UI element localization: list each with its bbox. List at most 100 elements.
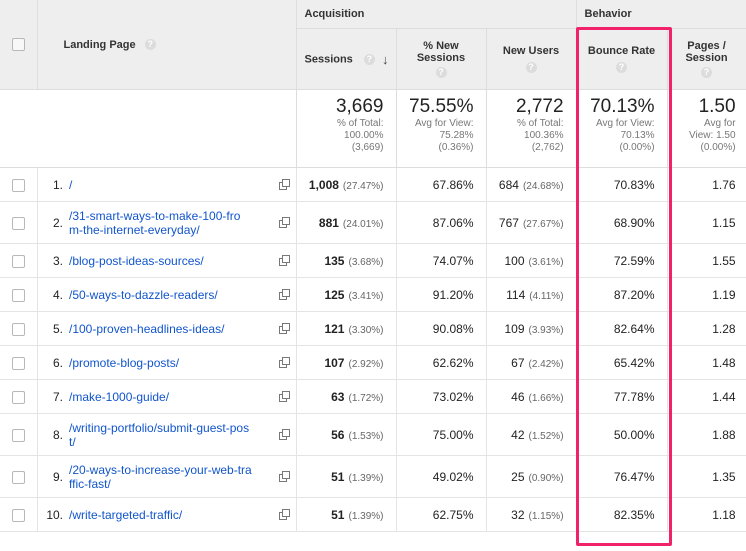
new-users-percent: (0.90%) [528,472,564,484]
open-in-new-window-icon[interactable] [278,428,290,440]
new-users-value: 114 [506,287,526,302]
row-checkbox[interactable] [11,428,25,442]
open-in-new-window-icon[interactable] [278,470,290,482]
new-users-cell: 109 (3.93%) [486,311,577,346]
landing-page-cell: / [69,167,297,202]
sessions-percent: (1.39%) [348,510,384,522]
help-icon[interactable]: ? [616,62,628,74]
pages-session-cell: 1.18 [667,497,746,532]
open-in-new-window-icon[interactable] [278,254,290,266]
landing-page-link[interactable]: /31-smart-ways-to-make-100-fro m-the-inte… [69,209,292,237]
sessions-cell: 125 (3.41%) [296,277,397,312]
row-checkbox[interactable] [11,254,25,268]
new-users-header[interactable]: New Users ? [486,28,577,90]
pct-new-sessions-cell: 75.00% [396,413,487,456]
row-checkbox[interactable] [11,322,25,336]
new-users-percent: (24.68%) [522,180,564,192]
sessions-value: 1,008 [308,177,339,192]
open-in-new-window-icon[interactable] [278,216,290,228]
bounce-rate-header[interactable]: Bounce Rate ? [576,28,668,90]
bounce-rate-cell: 70.83% [576,167,668,202]
sessions-percent: (3.68%) [348,256,384,268]
sessions-cell: 1,008 (27.47%) [296,167,397,202]
landing-page-link[interactable]: /blog-post-ideas-sources/ [69,254,292,268]
pages-session-header-line2: Session [685,51,728,64]
new-users-cell: 767 (27.67%) [486,201,577,244]
sessions-value: 135 [324,253,345,268]
bounce-rate-cell: 82.35% [576,497,668,532]
new-users-value: 67 [511,355,525,370]
landing-page-link[interactable]: /50-ways-to-dazzle-readers/ [69,288,292,302]
help-icon[interactable]: ? [525,62,537,74]
sort-descending-icon[interactable]: ↓ [381,51,389,67]
sessions-cell: 121 (3.30%) [296,311,397,346]
help-icon[interactable]: ? [435,67,447,79]
sessions-percent: (3.30%) [348,324,384,336]
landing-page-cell: /20-ways-to-increase-your-web-tra ffic-fa… [69,455,297,498]
landing-page-link-line: /writing-portfolio/submit-guest-pos [69,420,250,435]
sessions-value: 125 [324,287,345,302]
landing-page-link[interactable]: /20-ways-to-increase-your-web-tra ffic-fa… [69,463,292,491]
new-users-value: 100 [504,253,525,268]
landing-page-cell: /make-1000-guide/ [69,379,297,414]
landing-page-link-line: m-the-internet-everyday/ [69,222,200,237]
pages-session-cell: 1.19 [667,277,746,312]
row-checkbox-cell [0,311,38,346]
pct-new-sessions-header-line2: Sessions [416,51,466,64]
row-checkbox[interactable] [11,508,25,522]
open-in-new-window-icon[interactable] [278,390,290,402]
landing-page-link[interactable]: /write-targeted-traffic/ [69,508,292,522]
row-checkbox[interactable] [11,470,25,484]
pct-new-sessions-header[interactable]: % New Sessions ? [396,28,487,90]
bounce-rate-cell: 77.78% [576,379,668,414]
totals-pct-new-line3: (0.36%) [438,142,474,153]
row-checkbox[interactable] [11,356,25,370]
landing-page-link[interactable]: /make-1000-guide/ [69,390,292,404]
totals-sessions: 3,669 % of Total: 100.00% (3,669) [296,89,397,168]
landing-page-header-label: Landing Page [63,38,136,51]
open-in-new-window-icon[interactable] [278,356,290,368]
bounce-rate-cell: 72.59% [576,243,668,278]
new-users-cell: 32 (1.15%) [486,497,577,532]
sessions-value: 881 [318,215,339,230]
totals-bounce-line2: 70.13% [620,130,655,141]
open-in-new-window-icon[interactable] [278,508,290,520]
pages-session-cell: 1.55 [667,243,746,278]
landing-page-link-line: / [69,177,73,192]
row-checkbox[interactable] [11,390,25,404]
landing-page-link[interactable]: /promote-blog-posts/ [69,356,292,370]
open-in-new-window-icon[interactable] [278,178,290,190]
select-all-checkbox[interactable] [11,38,25,51]
acquisition-group-header: Acquisition [296,0,577,29]
pct-new-sessions-cell: 74.07% [396,243,487,278]
sessions-header[interactable]: Sessions ? ↓ [296,28,397,90]
totals-pages-line2: View: 1.50 [689,130,736,141]
row-checkbox[interactable] [11,216,25,230]
new-users-percent: (4.11%) [529,290,564,302]
help-icon[interactable]: ? [144,39,156,51]
row-checkbox[interactable] [11,178,25,192]
new-users-value: 25 [511,469,525,484]
table-row: 9./20-ways-to-increase-your-web-tra ffic-… [0,455,746,498]
landing-page-link[interactable]: / [69,178,292,192]
landing-page-header[interactable]: Landing Page ? [37,0,297,90]
pct-new-sessions-cell: 73.02% [396,379,487,414]
totals-sessions-line1: % of Total: [336,118,384,129]
open-in-new-window-icon[interactable] [278,288,290,300]
help-icon[interactable]: ? [701,67,713,79]
landing-page-cell: /promote-blog-posts/ [69,345,297,380]
open-in-new-window-icon[interactable] [278,322,290,334]
landing-page-link[interactable]: /writing-portfolio/submit-guest-pos t/ [69,421,292,449]
landing-page-link[interactable]: /100-proven-headlines-ideas/ [69,322,292,336]
row-checkbox-cell [0,345,38,380]
help-icon[interactable]: ? [363,53,375,65]
row-checkbox-cell [0,201,38,244]
row-checkbox[interactable] [11,288,25,302]
bounce-rate-cell: 76.47% [576,455,668,498]
totals-pct-new-line1: Avg for View: [414,118,474,129]
totals-new-users-value: 2,772 [515,96,564,117]
new-users-cell: 67 (2.42%) [486,345,577,380]
sessions-percent: (1.53%) [348,430,384,442]
pages-session-header[interactable]: Pages / Session ? [667,28,746,90]
totals-new-users-line1: % of Total: [517,118,564,129]
